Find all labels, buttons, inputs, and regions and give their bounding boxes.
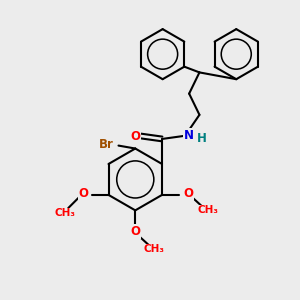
Text: O: O <box>183 187 193 200</box>
Text: CH₃: CH₃ <box>54 208 75 218</box>
Text: O: O <box>131 225 141 238</box>
Text: Br: Br <box>99 139 114 152</box>
Text: CH₃: CH₃ <box>198 205 219 215</box>
Text: N: N <box>184 129 194 142</box>
Text: O: O <box>78 187 88 200</box>
Text: O: O <box>130 130 141 142</box>
Text: CH₃: CH₃ <box>144 244 165 254</box>
Text: H: H <box>196 132 206 145</box>
